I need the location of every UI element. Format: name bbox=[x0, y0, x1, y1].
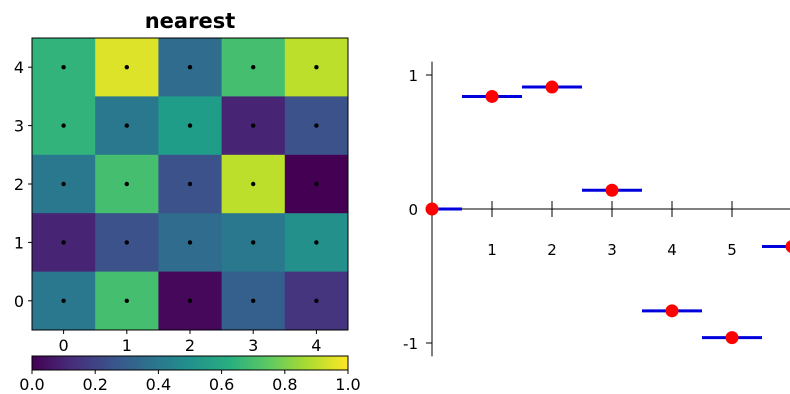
grid-point bbox=[251, 298, 256, 303]
colorbar-tick-label: 1.0 bbox=[335, 375, 360, 394]
grid-point bbox=[314, 181, 319, 187]
grid-point bbox=[61, 240, 66, 245]
y-tick-label: 2 bbox=[14, 175, 24, 194]
grid-point bbox=[187, 298, 193, 303]
grid-point bbox=[314, 240, 319, 245]
grid-point bbox=[187, 123, 193, 128]
heatmap-cells bbox=[32, 38, 349, 331]
grid-point bbox=[314, 65, 319, 70]
x-tick-label: 4 bbox=[667, 241, 677, 259]
grid-point bbox=[251, 240, 256, 245]
grid-point bbox=[61, 65, 66, 70]
x-tick-label: 3 bbox=[248, 336, 258, 355]
data-point bbox=[785, 240, 790, 253]
grid-point bbox=[61, 298, 66, 303]
data-point bbox=[425, 202, 439, 216]
colorbar-tick-label: 0.2 bbox=[82, 375, 107, 394]
y-tick-label: 1 bbox=[408, 67, 418, 85]
x-tick-label: 4 bbox=[311, 336, 321, 355]
grid-point bbox=[61, 181, 66, 187]
data-point bbox=[605, 183, 619, 197]
grid-point bbox=[251, 123, 256, 128]
grid-point bbox=[251, 65, 256, 70]
grid-point bbox=[187, 65, 193, 70]
y-tick-label: 1 bbox=[14, 233, 24, 252]
grid-point bbox=[187, 181, 193, 187]
x-tick-label: 2 bbox=[547, 241, 557, 259]
y-tick-label: -1 bbox=[403, 335, 418, 353]
x-tick-label: 1 bbox=[487, 241, 497, 259]
grid-point bbox=[251, 181, 256, 187]
x-tick-label: 0 bbox=[59, 336, 69, 355]
grid-point bbox=[124, 65, 129, 70]
grid-point bbox=[314, 298, 319, 303]
y-tick-label: 3 bbox=[14, 117, 24, 136]
grid-point bbox=[124, 240, 129, 245]
step-marks bbox=[425, 80, 790, 345]
x-tick-label: 1 bbox=[122, 336, 132, 355]
grid-point bbox=[124, 298, 129, 303]
grid-point bbox=[314, 123, 319, 128]
heatmap-grid-points bbox=[61, 65, 319, 303]
grid-point bbox=[124, 123, 129, 128]
colorbar-ticks: 0.0 0.2 0.4 0.6 0.8 1.0 bbox=[19, 370, 361, 394]
data-point bbox=[545, 80, 559, 94]
heatmap-title: nearest bbox=[145, 9, 236, 33]
colorbar-tick-label: 0.8 bbox=[272, 375, 297, 394]
colorbar-tick-label: 0.6 bbox=[209, 375, 234, 394]
y-tick-label: 0 bbox=[408, 201, 418, 219]
grid-point bbox=[124, 181, 129, 187]
data-point bbox=[665, 304, 679, 318]
x-tick-label: 2 bbox=[185, 336, 195, 355]
y-tick-label: 0 bbox=[14, 292, 24, 311]
grid-point bbox=[187, 240, 193, 245]
colorbar-tick-label: 0.4 bbox=[146, 375, 171, 394]
y-tick-label: 4 bbox=[14, 58, 24, 77]
data-point bbox=[725, 331, 739, 345]
colorbar-tick-label: 0.0 bbox=[19, 375, 44, 394]
data-point bbox=[485, 89, 499, 103]
grid-point bbox=[61, 123, 66, 128]
colorbar bbox=[31, 355, 349, 371]
heatmap-ticks: 0 1 2 3 4 4 3 2 1 0 bbox=[14, 58, 322, 355]
x-tick-label: 3 bbox=[607, 241, 617, 259]
x-tick-label: 5 bbox=[727, 241, 737, 259]
